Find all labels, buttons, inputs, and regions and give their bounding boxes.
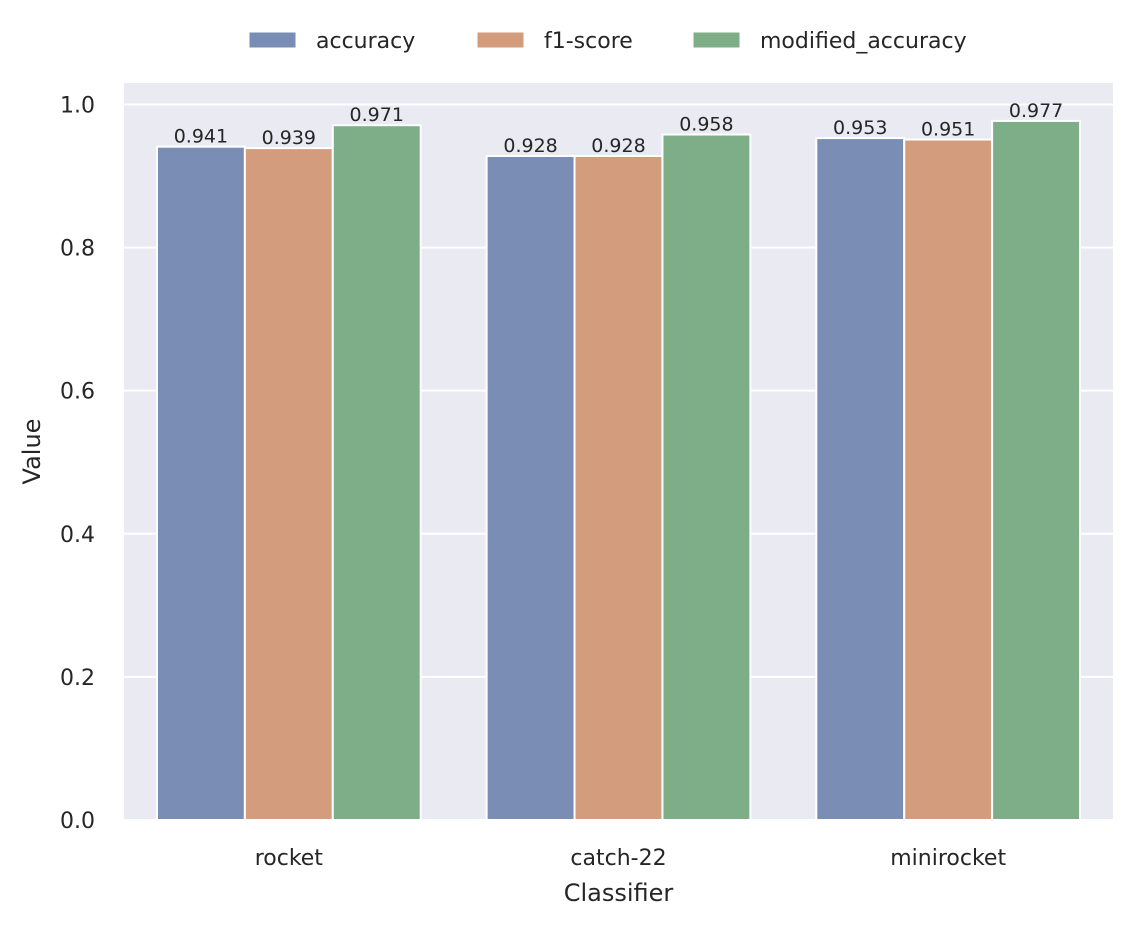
legend: accuracy f1-score modified_accuracy	[248, 29, 967, 54]
data-label: 0.953	[833, 117, 887, 139]
data-label: 0.941	[174, 126, 228, 148]
data-label: 0.971	[350, 104, 404, 126]
y-tick-label: 1.0	[60, 93, 95, 118]
y-tick-label: 0.8	[60, 237, 95, 262]
legend-swatch	[476, 31, 525, 49]
bar-modified_accuracy	[991, 119, 1082, 822]
legend-swatch	[692, 31, 741, 49]
legend-label: accuracy	[316, 29, 415, 54]
bar-accuracy	[485, 154, 576, 822]
bar-accuracy	[155, 145, 246, 822]
bar-modified_accuracy	[331, 124, 422, 822]
legend-label: f1-score	[544, 29, 633, 54]
bar-f1-score	[243, 147, 334, 821]
legend-item-f1-score: f1-score	[476, 29, 633, 54]
bar-accuracy	[815, 137, 906, 821]
data-label: 0.977	[1009, 100, 1063, 122]
y-tick-label: 0.6	[60, 380, 95, 405]
data-label: 0.958	[679, 114, 733, 136]
bars	[155, 119, 1082, 822]
bar-f1-score	[573, 154, 664, 822]
x-tick-label: catch-22	[570, 846, 666, 871]
legend-item-accuracy: accuracy	[248, 29, 415, 54]
data-label: 0.928	[591, 135, 645, 157]
x-tick-label: rocket	[255, 846, 324, 871]
x-tick-label: minirocket	[890, 846, 1006, 871]
bar-modified_accuracy	[661, 133, 752, 822]
data-label: 0.928	[503, 135, 557, 157]
x-axis-ticks: rocket catch-22 minirocket	[255, 846, 1007, 871]
y-axis-ticks: 0.0 0.2 0.4 0.6 0.8 1.0	[60, 93, 95, 834]
data-label: 0.951	[921, 119, 975, 141]
y-tick-label: 0.4	[60, 523, 95, 548]
y-axis-title: Value	[18, 419, 46, 485]
bar-f1-score	[903, 138, 994, 822]
data-label: 0.939	[262, 127, 316, 149]
data-labels: 0.941 0.939 0.971 0.928 0.928 0.958 0.953 0.951…	[174, 100, 1064, 157]
legend-item-modified_accuracy: modified_accuracy	[692, 29, 967, 54]
x-axis-title: Classifier	[564, 879, 674, 907]
legend-swatch	[248, 31, 297, 49]
y-tick-label: 0.0	[60, 809, 95, 834]
y-tick-label: 0.2	[60, 666, 95, 691]
legend-label: modified_accuracy	[760, 29, 967, 54]
